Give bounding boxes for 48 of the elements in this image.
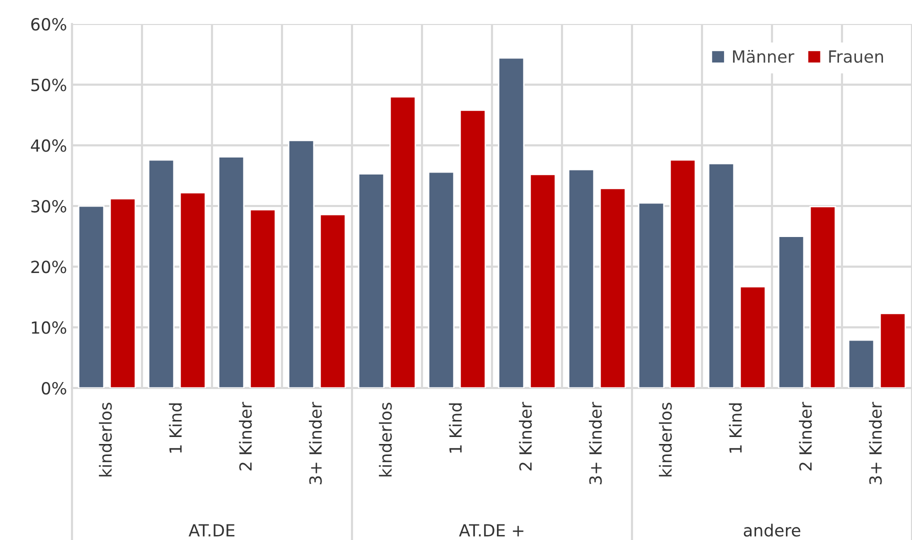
- y-tick-label: 40%: [30, 139, 66, 152]
- x-tick-label: 1 Kind: [448, 403, 462, 453]
- bar: [459, 109, 486, 388]
- x-tick-label: 1 Kind: [728, 403, 742, 453]
- bar: [708, 162, 735, 388]
- bar: [218, 156, 245, 388]
- bar: [778, 236, 805, 388]
- text: andere: [744, 524, 800, 537]
- bar: [78, 205, 105, 388]
- y-tick-label: 10%: [32, 321, 66, 334]
- bar: [428, 171, 455, 388]
- bar: [739, 286, 766, 388]
- text: AT.DE: [188, 524, 234, 536]
- legend-label: Frauen: [829, 50, 883, 63]
- x-tick-label: 2 Kinder: [238, 402, 252, 470]
- bar: [319, 214, 346, 388]
- y-tick-label: 20%: [31, 260, 66, 274]
- bar: [848, 339, 875, 388]
- x-tick-label: 3+ Kinder: [868, 402, 882, 484]
- bar: [599, 188, 626, 388]
- x-tick-label: kinderlos: [658, 402, 672, 476]
- x-tick-label: 1 Kind: [168, 403, 182, 453]
- bar: [809, 206, 836, 388]
- bar: [669, 159, 696, 388]
- y-tick-label: 0%: [42, 382, 66, 395]
- x-tick-label: 2 Kinder: [518, 402, 532, 470]
- y-tick-label: 60%: [31, 18, 66, 31]
- x-tick-label: 3+ Kinder: [588, 402, 602, 484]
- x-tick-label: 2 Kinder: [798, 402, 812, 470]
- bar: [358, 173, 385, 388]
- bar: [568, 168, 595, 388]
- bar: [179, 192, 206, 388]
- legend-label: Männer: [733, 50, 794, 63]
- y-tick-label: 50%: [31, 78, 66, 92]
- bar: [288, 140, 315, 388]
- bar: [498, 57, 525, 388]
- bar: [148, 159, 175, 388]
- bar: [638, 202, 665, 388]
- text: AT.DE +: [459, 524, 524, 536]
- bar: [389, 96, 416, 388]
- bar: [109, 198, 136, 388]
- bar: [249, 208, 276, 388]
- y-tick-label: 30%: [31, 200, 66, 213]
- x-tick-label: kinderlos: [98, 402, 112, 476]
- x-tick-label: 3+ Kinder: [308, 402, 322, 484]
- x-tick-label: kinderlos: [378, 402, 392, 476]
- bar: [879, 312, 906, 388]
- bar: [529, 174, 556, 388]
